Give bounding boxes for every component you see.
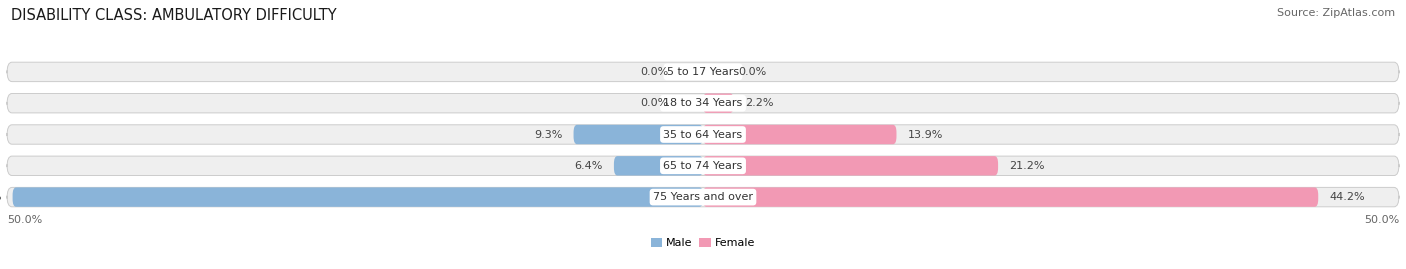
Text: DISABILITY CLASS: AMBULATORY DIFFICULTY: DISABILITY CLASS: AMBULATORY DIFFICULTY — [11, 8, 337, 23]
Text: 35 to 64 Years: 35 to 64 Years — [664, 129, 742, 140]
Text: 0.0%: 0.0% — [738, 67, 766, 77]
Text: 13.9%: 13.9% — [908, 129, 943, 140]
Text: 21.2%: 21.2% — [1010, 161, 1045, 171]
Text: 6.4%: 6.4% — [575, 161, 603, 171]
Text: 50.0%: 50.0% — [7, 215, 42, 225]
Text: 75 Years and over: 75 Years and over — [652, 192, 754, 202]
Text: 65 to 74 Years: 65 to 74 Years — [664, 161, 742, 171]
FancyBboxPatch shape — [7, 156, 1399, 175]
Text: 0.0%: 0.0% — [640, 67, 668, 77]
Text: 49.6%: 49.6% — [0, 192, 1, 202]
Text: 2.2%: 2.2% — [745, 98, 773, 108]
Text: 50.0%: 50.0% — [1364, 215, 1399, 225]
FancyBboxPatch shape — [703, 187, 1319, 207]
Legend: Male, Female: Male, Female — [647, 234, 759, 253]
FancyBboxPatch shape — [703, 125, 897, 144]
FancyBboxPatch shape — [703, 94, 734, 113]
FancyBboxPatch shape — [7, 125, 1399, 144]
FancyBboxPatch shape — [7, 187, 1399, 207]
FancyBboxPatch shape — [574, 125, 703, 144]
FancyBboxPatch shape — [614, 156, 703, 175]
Text: 18 to 34 Years: 18 to 34 Years — [664, 98, 742, 108]
FancyBboxPatch shape — [7, 62, 1399, 82]
Text: 5 to 17 Years: 5 to 17 Years — [666, 67, 740, 77]
Text: 9.3%: 9.3% — [534, 129, 562, 140]
Text: 44.2%: 44.2% — [1330, 192, 1365, 202]
Text: 0.0%: 0.0% — [640, 98, 668, 108]
FancyBboxPatch shape — [7, 94, 1399, 113]
FancyBboxPatch shape — [13, 187, 703, 207]
Text: Source: ZipAtlas.com: Source: ZipAtlas.com — [1277, 8, 1395, 18]
FancyBboxPatch shape — [703, 156, 998, 175]
